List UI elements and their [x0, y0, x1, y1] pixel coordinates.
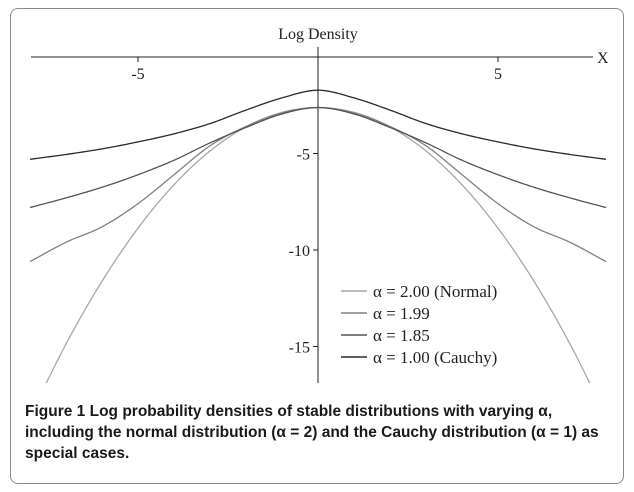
figure-frame: -5 5 -5 -10 -15 Log Density X α = 2.00 (Normal…: [10, 8, 624, 484]
x-tick-label: -5: [131, 66, 144, 83]
legend-label: α = 2.00 (Normal): [373, 282, 497, 301]
legend-label: α = 1.85: [373, 326, 430, 345]
series-lines: [29, 89, 607, 383]
axes: -5 5 -5 -10 -15 Log Density X: [31, 26, 609, 383]
x-axis-label: X: [597, 50, 609, 67]
legend: α = 2.00 (Normal) α = 1.99 α = 1.85 α = 1.0…: [341, 282, 497, 367]
series-line-4: [29, 89, 607, 160]
y-tick-label: -5: [297, 147, 310, 164]
caption-label: Figure 1: [25, 403, 86, 420]
figure-caption: Figure 1 Log probability densities of st…: [25, 401, 615, 464]
chart: -5 5 -5 -10 -15 Log Density X α = 2.00 (Normal…: [29, 26, 609, 383]
series-line-3: [29, 106, 607, 209]
legend-label: α = 1.00 (Cauchy): [373, 348, 497, 367]
y-tick-label: -10: [289, 243, 310, 260]
caption-text: Log probability densities of stable dist…: [25, 403, 599, 462]
chart-title: Log Density: [278, 26, 358, 43]
legend-label: α = 1.99: [373, 304, 430, 323]
y-tick-label: -15: [289, 340, 310, 357]
x-tick-label: 5: [494, 66, 502, 83]
